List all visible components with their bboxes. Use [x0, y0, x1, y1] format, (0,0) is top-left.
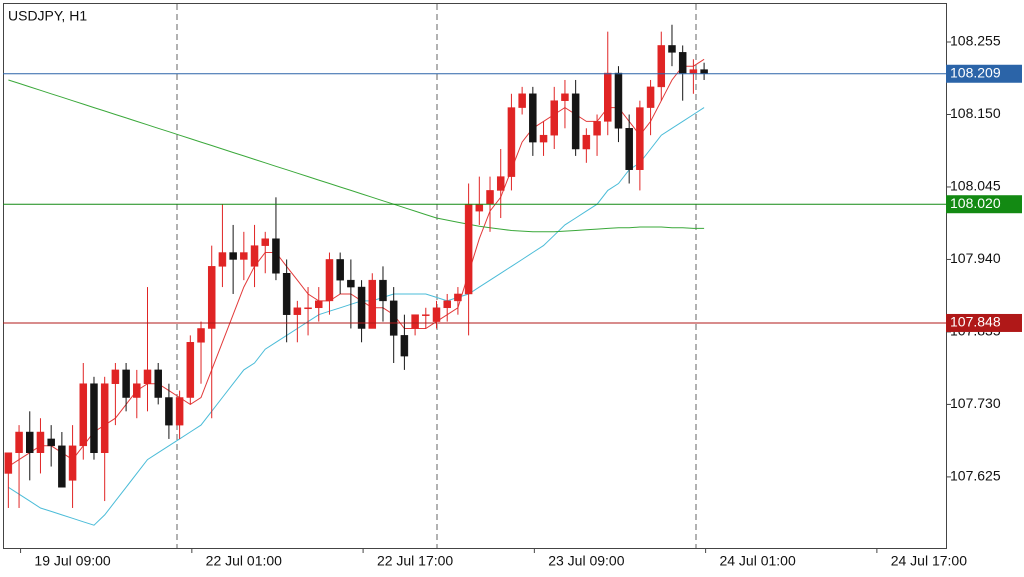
price-level-box: [946, 195, 1022, 214]
candle-body: [507, 107, 516, 177]
candle-body: [90, 383, 98, 453]
candle-body: [668, 45, 676, 53]
x-tick-label: 22 Jul 01:00: [206, 553, 282, 569]
candle-body: [357, 286, 366, 329]
candle-body: [486, 190, 494, 205]
candle-body: [464, 203, 473, 295]
x-tick-label: 19 Jul 09:00: [34, 553, 110, 569]
candle-body: [614, 72, 623, 129]
price-level-label: 108.209: [950, 64, 1001, 80]
candle-body: [689, 69, 698, 74]
y-tick-label: 108.045: [950, 178, 1001, 194]
x-tick-label: 24 Jul 01:00: [719, 553, 795, 569]
candle-body: [529, 93, 537, 143]
candle-body: [422, 314, 430, 316]
candle-body: [229, 252, 237, 260]
candle-body: [304, 307, 312, 310]
candle-body: [272, 238, 280, 274]
candle-body: [4, 452, 13, 474]
candle-body: [218, 252, 227, 267]
candle-body: [561, 93, 569, 101]
candle-body: [122, 369, 130, 398]
candle-body: [58, 445, 66, 488]
candle-body: [165, 397, 173, 426]
price-level-label: 107.848: [950, 314, 1001, 330]
candle-body: [15, 431, 23, 453]
candle-body: [571, 93, 580, 150]
chart-title: USDJPY, H1: [8, 8, 87, 24]
candle-body: [347, 279, 355, 288]
candle-body: [411, 314, 419, 329]
y-tick-label: 107.940: [950, 250, 1001, 266]
candle-body: [389, 300, 398, 336]
price-level-label: 108.020: [950, 195, 1001, 211]
candle-body: [443, 300, 451, 309]
candle-body: [79, 383, 88, 447]
candle-body: [539, 134, 548, 143]
candle-body: [186, 342, 195, 398]
candle-body: [432, 307, 441, 322]
y-tick-label: 108.255: [950, 33, 1001, 49]
moving-average: [8, 58, 705, 467]
candle-body: [293, 307, 302, 315]
candle-body: [475, 203, 484, 212]
moving-average: [8, 107, 705, 526]
candle-body: [636, 107, 644, 170]
candle-body: [379, 279, 387, 302]
y-tick-label: 107.730: [950, 395, 1001, 411]
candle-body: [315, 300, 323, 309]
candle-body: [657, 45, 666, 88]
day-separators: [176, 4, 697, 548]
moving-average: [8, 79, 705, 233]
candle-body: [100, 383, 109, 453]
candle-body: [325, 259, 334, 302]
candle-body: [400, 335, 409, 357]
candle-body: [111, 369, 120, 384]
price-level-box: [946, 64, 1022, 83]
candle-body: [496, 176, 505, 191]
candle-body: [143, 369, 152, 384]
candle-body: [133, 383, 141, 398]
candle-body: [175, 397, 184, 426]
candle-body: [582, 134, 591, 150]
y-tick-label: 107.625: [950, 468, 1001, 484]
plot-frame: [3, 3, 947, 549]
candle-body: [646, 86, 655, 108]
candle-body: [261, 238, 269, 246]
candle-body: [207, 266, 216, 329]
candle-body: [700, 69, 708, 75]
candle-body: [240, 252, 248, 260]
candle-body: [454, 293, 462, 302]
x-tick-label: 22 Jul 17:00: [377, 553, 453, 569]
candle-body: [36, 431, 45, 453]
x-tick-label: 24 Jul 17:00: [891, 553, 967, 569]
candle-body: [625, 128, 633, 170]
candle-body: [154, 369, 162, 398]
candle-body: [678, 52, 687, 74]
candle-body: [593, 121, 601, 136]
candle-body: [336, 259, 344, 281]
candle-body: [282, 273, 291, 315]
price-level-box: [946, 313, 1022, 332]
candle-body: [550, 100, 558, 136]
candle-body: [604, 72, 612, 122]
candle-body: [518, 93, 526, 108]
candle-body: [368, 279, 377, 329]
candle-body: [26, 431, 34, 453]
candle-body: [68, 445, 77, 481]
candle-body: [250, 245, 259, 267]
candle-body: [197, 328, 205, 343]
candle-body: [47, 438, 55, 447]
x-tick-label: 23 Jul 09:00: [548, 553, 624, 569]
y-tick-label: 108.150: [950, 105, 1001, 121]
